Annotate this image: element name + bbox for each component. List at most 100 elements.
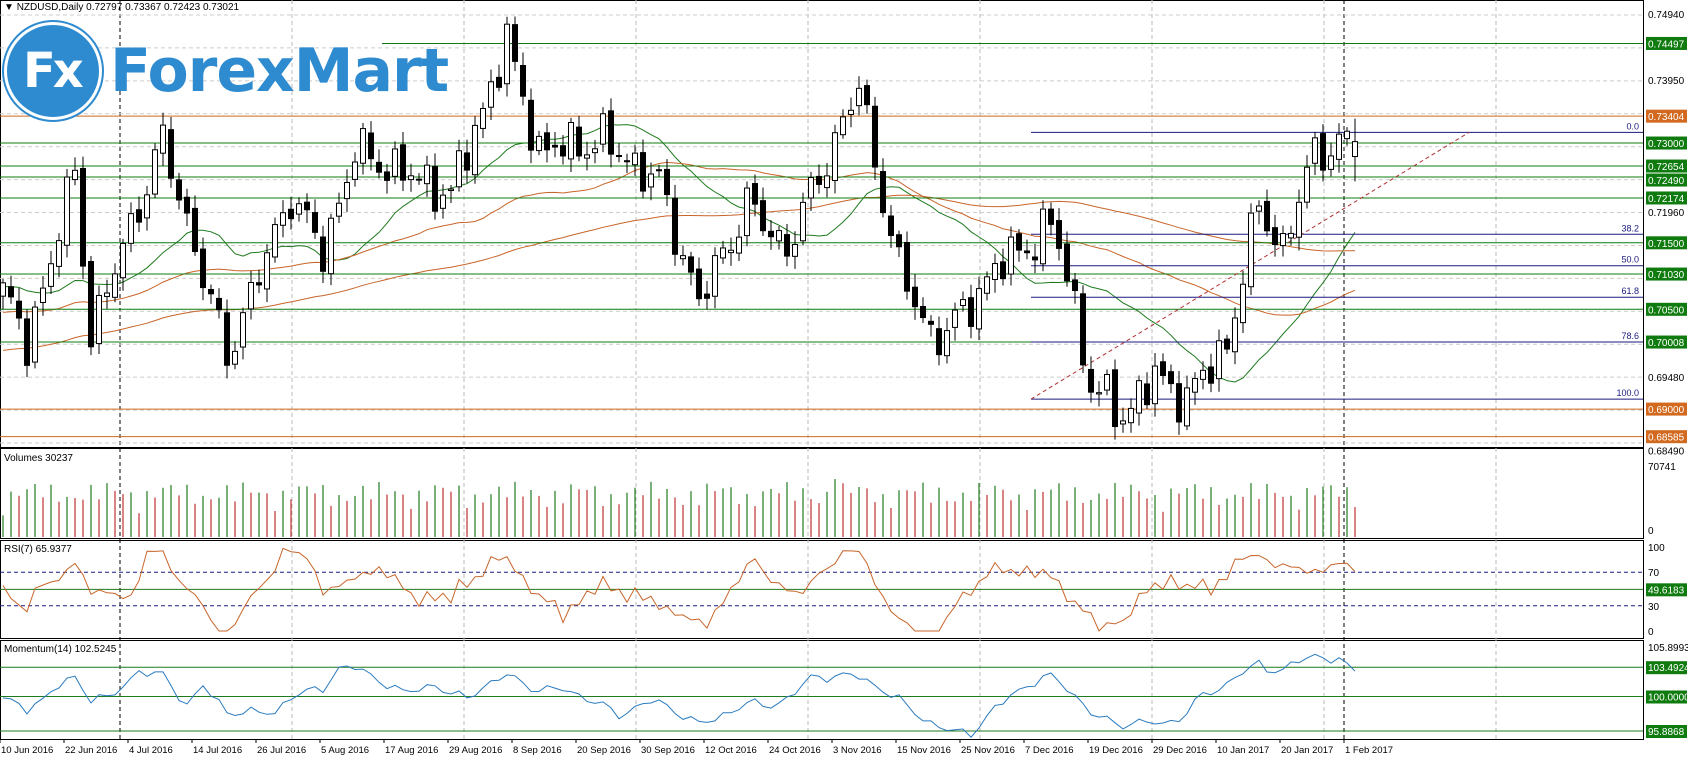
price-axis-label: 0.68490	[1648, 447, 1685, 458]
bear-candle	[8, 286, 14, 298]
bear-candle	[560, 145, 566, 157]
price-level-tag-label: 0.71500	[1648, 239, 1685, 250]
bull-candle	[32, 306, 38, 363]
bull-candle	[1216, 340, 1222, 380]
bear-candle	[24, 318, 30, 366]
date-axis-label: 5 Aug 2016	[321, 745, 369, 756]
bull-candle	[1120, 420, 1126, 425]
bull-candle	[656, 169, 662, 172]
bear-candle	[640, 152, 646, 192]
fibo-level-label: 38.2	[1621, 223, 1639, 233]
bull-candle	[632, 152, 638, 166]
bear-candle	[1016, 233, 1022, 251]
price-level-tag	[1646, 335, 1687, 349]
symbol-label: NZDUSD,Daily	[17, 2, 84, 13]
momentum-level-tag-label: 103.4924	[1648, 663, 1688, 674]
bear-candle	[400, 144, 406, 181]
bear-candle	[752, 183, 758, 205]
bull-candle	[1248, 212, 1254, 288]
forexmart-logo: Fx ForexMart	[4, 22, 449, 120]
bear-candle	[896, 234, 902, 248]
bull-candle	[328, 217, 334, 275]
date-axis-label: 25 Nov 2016	[961, 745, 1015, 756]
dropdown-arrow-icon: ▼	[4, 2, 17, 13]
date-axis-label: 29 Aug 2016	[449, 745, 502, 756]
fibo-level-label: 100.0	[1616, 388, 1639, 398]
bull-candle	[232, 350, 238, 365]
fx-badge-icon: Fx	[4, 22, 102, 120]
bear-candle	[384, 171, 390, 181]
fibo-level-label: 50.0	[1621, 255, 1639, 265]
bull-candle	[792, 244, 798, 257]
bear-candle	[216, 297, 222, 311]
price-level-tag	[1646, 236, 1687, 250]
bull-candle	[1008, 236, 1014, 275]
bull-candle	[1256, 205, 1262, 212]
fibo-level-label: 61.8	[1621, 286, 1639, 296]
bull-candle	[568, 122, 574, 160]
bear-candle	[168, 129, 174, 179]
bull-candle	[952, 309, 958, 328]
bear-candle	[552, 144, 558, 148]
bull-candle	[456, 150, 462, 188]
bear-candle	[880, 171, 886, 214]
bull-candle	[152, 149, 158, 195]
chart-header: ▼ NZDUSD,Daily 0.72797 0.73367 0.72423 0…	[4, 2, 240, 13]
price-axis-label: 0.69480	[1648, 373, 1685, 384]
bear-candle	[1024, 250, 1030, 254]
bull-candle	[680, 255, 686, 260]
bull-candle	[728, 249, 734, 254]
bear-candle	[1080, 293, 1086, 366]
price-level-tag	[1646, 36, 1687, 50]
bear-candle	[664, 168, 670, 196]
bull-candle	[392, 148, 398, 177]
bull-candle	[448, 188, 454, 192]
bull-candle	[736, 236, 742, 254]
price-level-tag-label: 0.72174	[1648, 194, 1685, 205]
rsi-axis-label: 0	[1648, 627, 1654, 638]
bear-candle	[256, 282, 262, 286]
fibo-trendline	[1030, 131, 1470, 400]
date-axis-label: 3 Nov 2016	[833, 745, 882, 756]
bear-candle	[432, 166, 438, 212]
bear-candle	[1088, 368, 1094, 393]
price-level-tag	[1646, 173, 1687, 187]
bull-candle	[104, 292, 110, 297]
sma-20-line	[3, 124, 1356, 383]
volumes-panel	[0, 448, 1644, 539]
rsi-value-tag-label: 49.6183	[1648, 585, 1685, 596]
momentum-line	[2, 653, 1356, 738]
bull-candle	[352, 161, 358, 180]
bull-candle	[1136, 380, 1142, 414]
bull-candle	[48, 263, 54, 287]
price-level-tag	[1646, 159, 1687, 173]
price-level-tag-label: 0.73404	[1648, 112, 1685, 123]
bear-candle	[184, 196, 190, 214]
momentum-title: Momentum(14) 102.5245	[4, 644, 117, 655]
date-axis-label: 19 Dec 2016	[1089, 745, 1143, 756]
date-axis-label: 7 Dec 2016	[1025, 745, 1074, 756]
date-axis-label: 20 Sep 2016	[577, 745, 631, 756]
price-level-tag	[1646, 267, 1687, 281]
bull-candle	[1096, 392, 1102, 395]
bull-candle	[720, 247, 726, 259]
momentum-level-tag-label: 100.0000	[1648, 692, 1688, 703]
bull-candle	[776, 230, 782, 242]
bear-candle	[520, 65, 526, 97]
volumes-max-label: 70741	[1648, 462, 1676, 473]
bull-candle	[1152, 365, 1158, 405]
bear-candle	[208, 289, 214, 295]
bull-candle	[944, 330, 950, 357]
bull-candle	[280, 212, 286, 226]
bull-candle	[1288, 232, 1294, 239]
bear-candle	[224, 312, 230, 366]
bear-candle	[16, 300, 22, 319]
bear-candle	[1000, 261, 1006, 280]
bear-candle	[1160, 361, 1166, 376]
bear-candle	[936, 328, 942, 356]
price-level-tag-label: 0.72654	[1648, 162, 1685, 173]
bull-candle	[144, 194, 150, 219]
bear-candle	[376, 161, 382, 173]
bull-candle	[120, 242, 126, 279]
